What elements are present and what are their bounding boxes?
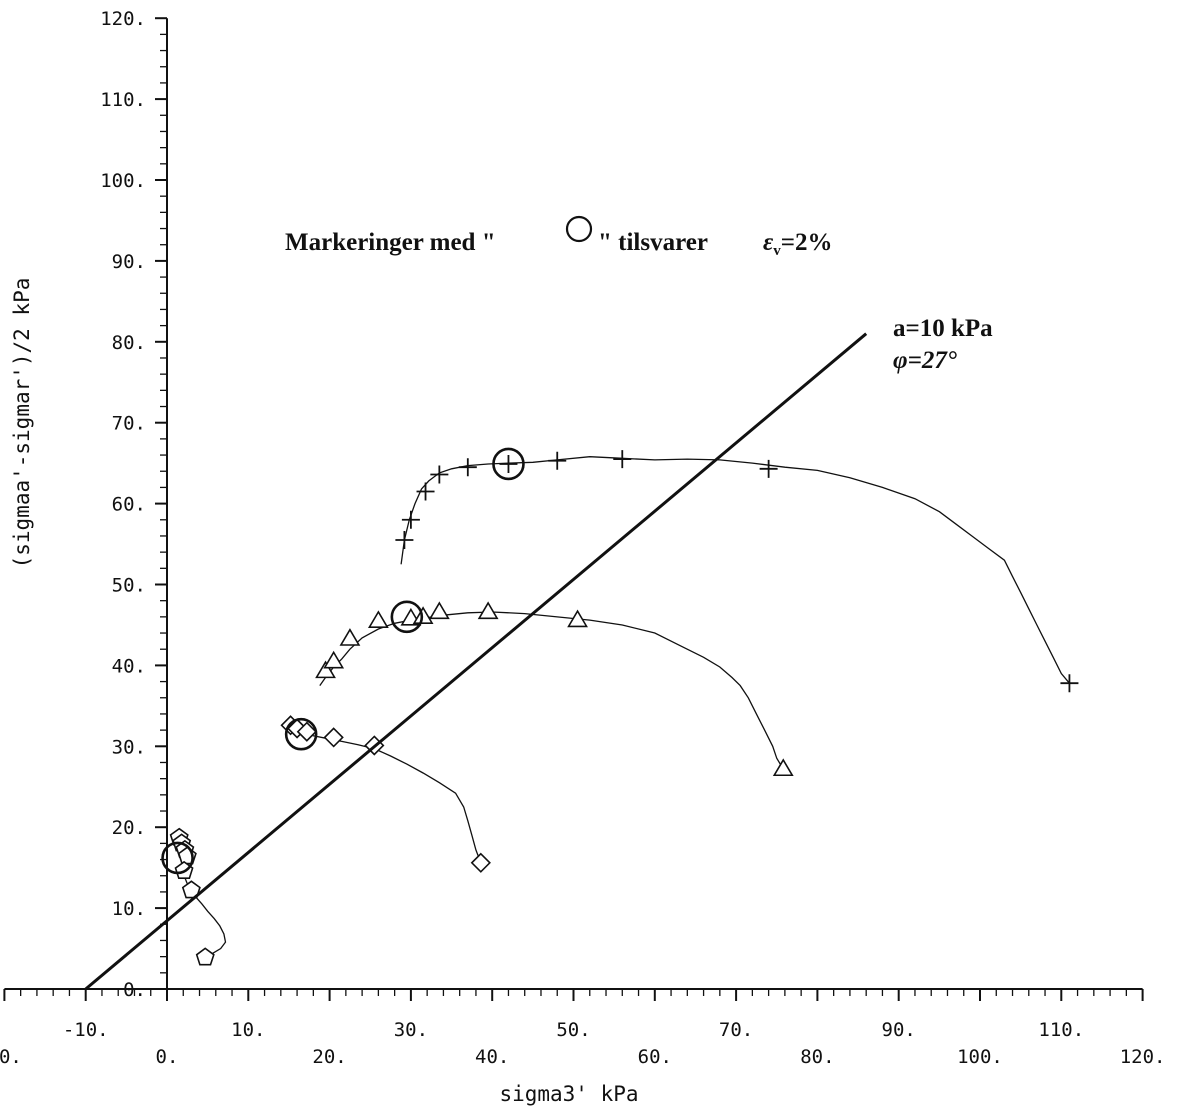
x-tick-label-upper: 90.	[882, 1019, 916, 1041]
triangle-marker	[412, 606, 434, 624]
triangle-marker	[339, 628, 361, 646]
x-tick-label-lower: 20.	[312, 1046, 346, 1068]
strain-2pct-circle	[492, 447, 525, 481]
y-tick-label: 120.	[100, 8, 146, 30]
y-tick-label: 100.	[100, 170, 146, 192]
plus-marker	[416, 482, 435, 501]
y-tick-label: 10.	[112, 898, 146, 920]
plus-marker	[1060, 674, 1079, 693]
x-tick-label-upper: 10.	[231, 1019, 265, 1041]
svg-text:" tilsvarer: " tilsvarer	[598, 229, 708, 256]
x-tick-label-upper: 70.	[719, 1019, 753, 1041]
annotation-epsilon: ε	[763, 229, 774, 256]
x-tick-label-upper: -10.	[63, 1019, 109, 1041]
triangle-marker	[315, 660, 336, 679]
line-label-a: a=10 kPa	[893, 315, 993, 342]
x-tick-label-upper: 50.	[556, 1019, 590, 1041]
plus-marker	[548, 451, 567, 470]
svg-text:εv=2%: εv=2%	[763, 229, 833, 259]
x-tick-label-upper: 30.	[394, 1019, 428, 1041]
plus-marker	[759, 459, 778, 478]
x-tick-label-lower: 60.	[638, 1046, 672, 1068]
y-tick-label: 90.	[112, 251, 146, 273]
plus-marker	[430, 465, 449, 484]
annotation: Markeringer med " " tilsvarer εv=2%	[285, 215, 833, 259]
triangle-marker	[323, 650, 345, 669]
annotation-text-after: " tilsvarer	[598, 229, 708, 256]
y-tick-label: 60.	[112, 494, 146, 516]
pentagon-marker	[195, 947, 215, 966]
plus-marker	[499, 454, 518, 473]
diamond-marker	[323, 727, 344, 748]
axes	[3, 17, 1144, 1001]
triangle-marker	[367, 610, 389, 629]
failure-envelope-line	[84, 332, 868, 991]
svg-text:Markeringer med ": Markeringer med "	[285, 229, 496, 256]
plus-marker	[401, 510, 420, 529]
triangle-marker	[567, 609, 588, 628]
y-axis-title: (sigmaa'-sigmar')/2 kPa	[10, 278, 34, 569]
strain-2pct-circle	[390, 600, 424, 634]
tick-labels: -10. 10. 30. 50. 70. 90. 110. 0. 0. 20. 40. 60. 80. 1…	[0, 8, 1165, 1068]
line-label-phi: φ=27°	[893, 347, 957, 374]
annotation-epsilon-sub: v	[773, 243, 781, 259]
triangle-marker	[477, 601, 499, 620]
series-markers	[161, 447, 1079, 966]
plus-marker	[613, 450, 632, 469]
y-tick-label: 50.	[112, 575, 146, 597]
y-tick-label: 30.	[112, 736, 146, 758]
series-lines	[178, 456, 1070, 958]
annotation-value: =2%	[781, 229, 833, 256]
y-tick-label: 0.	[123, 979, 146, 1001]
pentagon-marker	[181, 880, 201, 899]
x-tick-label-upper: 110.	[1038, 1019, 1084, 1041]
series-line-plus	[400, 456, 1070, 684]
triangle-marker	[428, 601, 450, 620]
x-tick-label-lower: 40.	[475, 1046, 509, 1068]
x-tick-label-lower: 0.	[156, 1046, 179, 1068]
plus-marker	[395, 531, 414, 550]
series-line-triangle	[319, 611, 784, 770]
x-tick-label-lower: 100.	[957, 1046, 1003, 1068]
triangle-marker	[772, 758, 794, 777]
plus-marker	[458, 458, 477, 477]
y-tick-label: 40.	[112, 655, 146, 677]
strain-2pct-circle	[284, 717, 318, 751]
diamond-marker	[296, 721, 317, 742]
y-tick-label: 80.	[112, 332, 146, 354]
y-tick-label: 110.	[100, 89, 146, 111]
pentagon-marker	[174, 860, 194, 879]
x-axis-title: sigma3' kPa	[499, 1082, 638, 1106]
annotation-text-before: Markeringer med "	[285, 229, 496, 256]
diamond-marker	[470, 852, 491, 873]
y-tick-label: 20.	[112, 817, 146, 839]
annotation-circle-marker	[565, 215, 593, 243]
strain-2pct-circle	[161, 841, 194, 875]
x-tick-label-lower: 120.	[1120, 1046, 1166, 1068]
x-tick-label-lower: 80.	[800, 1046, 834, 1068]
y-tick-label: 70.	[112, 413, 146, 435]
x-tick-label-lower: 0.	[0, 1046, 22, 1068]
